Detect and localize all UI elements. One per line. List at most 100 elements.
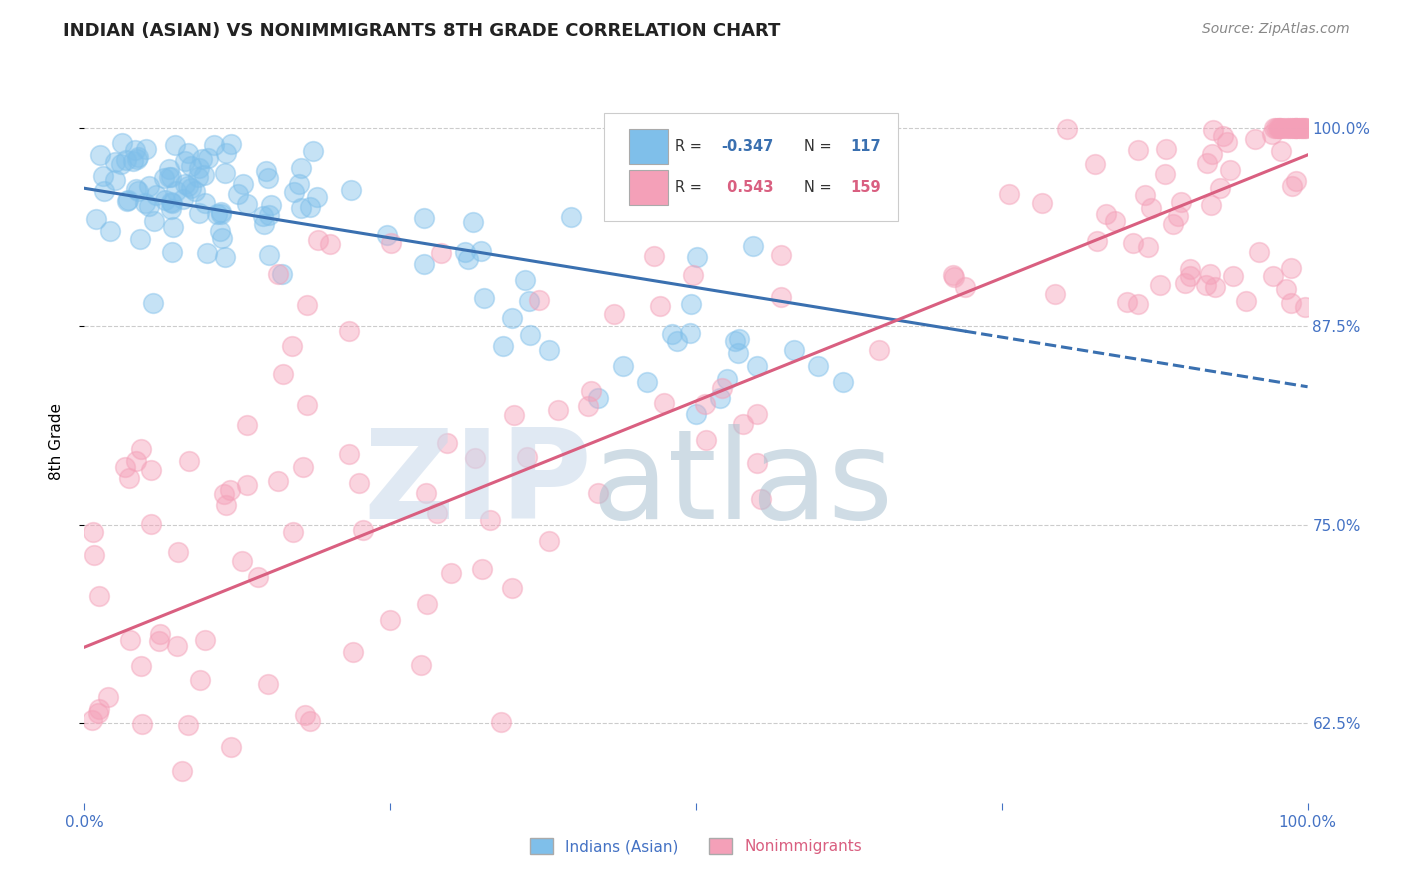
- Point: [1291, 120, 1313, 135]
- Point: [172, 764, 194, 778]
- Point: [184, 184, 207, 198]
- Point: [117, 194, 139, 208]
- Point: [1263, 120, 1285, 135]
- Point: [682, 268, 704, 283]
- Point: [190, 153, 212, 167]
- Point: [586, 391, 609, 405]
- Point: [1163, 217, 1185, 231]
- Point: [98, 224, 121, 238]
- Point: [202, 138, 225, 153]
- Point: [1126, 143, 1149, 157]
- Point: [209, 224, 232, 238]
- Point: [143, 214, 166, 228]
- Legend: Indians (Asian), Nonimmigrants: Indians (Asian), Nonimmigrants: [524, 832, 868, 860]
- Point: [1045, 286, 1067, 301]
- Point: [416, 597, 439, 611]
- Point: [693, 397, 716, 411]
- Point: [340, 183, 363, 197]
- Point: [1268, 120, 1291, 135]
- Point: [652, 395, 675, 409]
- Point: [953, 279, 976, 293]
- Point: [749, 492, 772, 507]
- Point: [1264, 120, 1286, 135]
- Point: [157, 170, 180, 185]
- Point: [679, 326, 702, 341]
- FancyBboxPatch shape: [628, 170, 668, 205]
- Point: [139, 463, 162, 477]
- Point: [219, 483, 242, 497]
- Point: [176, 178, 198, 193]
- Point: [97, 690, 120, 704]
- Point: [1285, 120, 1308, 135]
- Point: [1126, 297, 1149, 311]
- Y-axis label: 8th Grade: 8th Grade: [49, 403, 63, 480]
- Point: [1261, 269, 1284, 284]
- Point: [254, 163, 277, 178]
- Point: [260, 198, 283, 212]
- Point: [579, 384, 602, 399]
- Point: [1116, 294, 1139, 309]
- Point: [114, 460, 136, 475]
- Point: [299, 714, 322, 728]
- Point: [172, 192, 194, 206]
- Point: [298, 200, 321, 214]
- Point: [1084, 157, 1107, 171]
- Point: [166, 640, 188, 654]
- Point: [194, 196, 217, 211]
- Point: [160, 169, 183, 184]
- Text: -0.347: -0.347: [721, 139, 773, 153]
- Text: atlas: atlas: [592, 425, 894, 545]
- Point: [942, 269, 965, 284]
- Point: [120, 633, 142, 648]
- Point: [538, 533, 561, 548]
- Point: [93, 184, 115, 198]
- Point: [131, 717, 153, 731]
- Point: [188, 673, 211, 687]
- Point: [271, 267, 294, 281]
- Point: [1140, 201, 1163, 215]
- Text: 117: 117: [851, 139, 880, 153]
- Point: [463, 215, 485, 229]
- Point: [769, 289, 792, 303]
- Point: [295, 399, 318, 413]
- Point: [1195, 156, 1218, 170]
- Point: [807, 359, 830, 373]
- Point: [252, 209, 274, 223]
- Point: [1195, 277, 1218, 292]
- Point: [547, 403, 569, 417]
- Point: [489, 714, 512, 729]
- Point: [104, 154, 127, 169]
- Point: [503, 408, 526, 422]
- Point: [733, 417, 755, 431]
- Point: [337, 447, 360, 461]
- Point: [1154, 142, 1177, 156]
- Point: [215, 499, 238, 513]
- Point: [134, 195, 156, 210]
- Point: [115, 194, 138, 209]
- Point: [1281, 120, 1303, 135]
- Point: [440, 566, 463, 580]
- Point: [412, 211, 434, 225]
- Point: [470, 244, 492, 258]
- Point: [478, 513, 501, 527]
- Point: [409, 657, 432, 672]
- Point: [160, 195, 183, 210]
- Point: [741, 238, 763, 252]
- Point: [257, 676, 280, 690]
- Point: [84, 211, 107, 226]
- Point: [695, 434, 717, 448]
- Point: [1031, 195, 1053, 210]
- Point: [135, 142, 157, 156]
- Text: ZIP: ZIP: [363, 425, 592, 545]
- Text: 0.543: 0.543: [721, 180, 773, 195]
- Point: [612, 359, 634, 373]
- Point: [1178, 262, 1201, 277]
- Point: [997, 186, 1019, 201]
- Point: [1289, 120, 1312, 135]
- Point: [281, 525, 304, 540]
- Point: [517, 293, 540, 308]
- Point: [560, 210, 582, 224]
- Point: [1167, 209, 1189, 223]
- Point: [91, 169, 114, 183]
- Point: [1180, 268, 1202, 283]
